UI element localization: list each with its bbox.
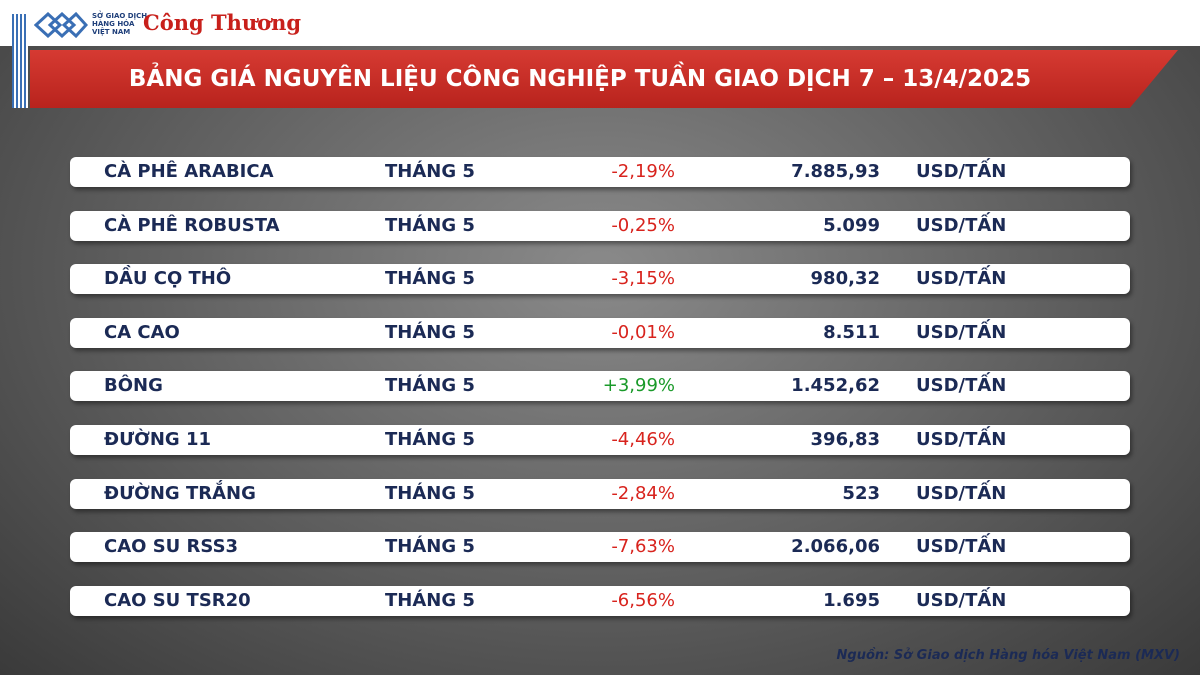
- table-row: CÀ PHÊ ROBUSTA THÁNG 5 -0,25% 5.099 USD/TẤN: [70, 210, 1130, 241]
- price: 980,32: [810, 268, 880, 290]
- title-band: [30, 50, 1178, 108]
- table-row: CAO SU RSS3 THÁNG 5 -7,63% 2.066,06 USD/TẤN: [70, 532, 1130, 563]
- logo-icon: [34, 12, 88, 38]
- unit: USD/TẤN: [916, 321, 1007, 343]
- contract-month: THÁNG 5: [385, 321, 475, 343]
- commodity: ĐƯỜNG 11: [104, 429, 211, 450]
- commodity: BÔNG: [104, 375, 163, 397]
- price: 7.885,93: [791, 161, 880, 182]
- table-row: CÀ PHÊ ARABICA THÁNG 5 -2,19% 7.885,93 USD/T…: [70, 157, 1130, 187]
- commodity: DẦU CỌ THÔ: [104, 268, 232, 290]
- change: -3,15%: [611, 268, 675, 290]
- unit: USD/TẤN: [916, 268, 1007, 290]
- table-row: CAO SU TSR20 THÁNG 5 -6,56% 1.695 USD/TẤN: [70, 585, 1130, 616]
- change: -2,84%: [611, 482, 675, 504]
- unit: USD/TẤN: [916, 375, 1007, 397]
- change: -2,19%: [611, 161, 675, 182]
- change: -7,63%: [611, 536, 675, 558]
- unit: USD/TẤN: [916, 536, 1007, 558]
- price: 8.511: [823, 321, 880, 343]
- change: -6,56%: [611, 589, 675, 611]
- top-bar: [0, 0, 1200, 46]
- table-row: ĐƯỜNG TRẮNG THÁNG 5 -2,84% 523 USD/TẤN: [70, 478, 1130, 509]
- commodity: CA CAO: [104, 321, 180, 343]
- commodity: CAO SU TSR20: [104, 589, 251, 611]
- change: +3,99%: [602, 375, 675, 397]
- title: BẢNG GIÁ NGUYÊN LIỆU CÔNG NGHIỆP TUẦN GI…: [128, 66, 1032, 92]
- price: 2.066,06: [791, 536, 880, 558]
- unit: USD/TẤN: [916, 214, 1007, 236]
- logo-line: HÀNG HÓA: [92, 20, 135, 28]
- commodity: ĐƯỜNG TRẮNG: [104, 482, 256, 504]
- contract-month: THÁNG 5: [385, 482, 475, 504]
- commodity: CÀ PHÊ ROBUSTA: [104, 214, 280, 236]
- unit: USD/TẤN: [916, 429, 1007, 450]
- unit: USD/TẤN: [916, 589, 1007, 611]
- contract-month: THÁNG 5: [385, 589, 475, 611]
- table-row: BÔNG THÁNG 5 +3,99% 1.452,62 USD/TẤN: [70, 371, 1130, 402]
- logo-text: SỞ GIAO DỊCH HÀNG HÓA VIỆT NAM: [92, 12, 147, 36]
- brand: Công Thương: [143, 10, 302, 35]
- source: Nguồn: Sở Giao dịch Hàng hóa Việt Nam (M…: [836, 648, 1180, 663]
- table-row: CA CAO THÁNG 5 -0,01% 8.511 USD/TẤN: [70, 317, 1130, 348]
- contract-month: THÁNG 5: [385, 429, 475, 450]
- logo-line: VIỆT NAM: [92, 28, 131, 36]
- stripes: [12, 14, 28, 108]
- contract-month: THÁNG 5: [385, 375, 475, 397]
- table-row: ĐƯỜNG 11 THÁNG 5 -4,46% 396,83 USD/TẤN: [70, 425, 1130, 455]
- change: -4,46%: [611, 429, 675, 450]
- commodity: CAO SU RSS3: [104, 536, 239, 558]
- contract-month: THÁNG 5: [385, 536, 475, 558]
- contract-month: THÁNG 5: [385, 268, 475, 290]
- contract-month: THÁNG 5: [385, 214, 475, 236]
- price: 5.099: [823, 214, 880, 236]
- change: -0,25%: [611, 214, 675, 236]
- price: 523: [842, 482, 880, 504]
- logo-line: SỞ GIAO DỊCH: [92, 12, 148, 20]
- price: 1.695: [823, 589, 880, 611]
- contract-month: THÁNG 5: [385, 161, 475, 182]
- table-row: DẦU CỌ THÔ THÁNG 5 -3,15% 980,32 USD/TẤN: [70, 264, 1130, 295]
- unit: USD/TẤN: [916, 161, 1007, 182]
- price: 1.452,62: [791, 375, 880, 397]
- commodity: CÀ PHÊ ARABICA: [104, 161, 274, 182]
- price: 396,83: [810, 429, 880, 450]
- change: -0,01%: [611, 321, 675, 343]
- unit: USD/TẤN: [916, 482, 1007, 504]
